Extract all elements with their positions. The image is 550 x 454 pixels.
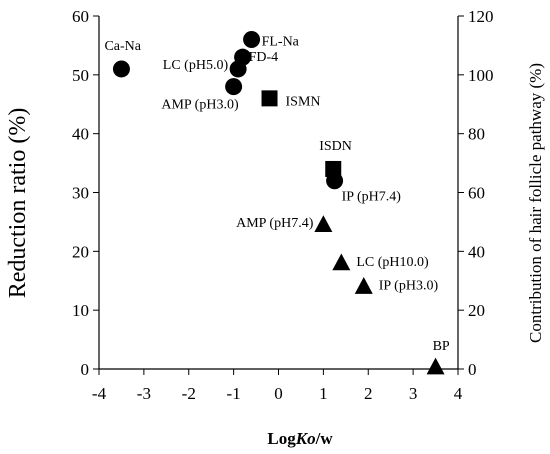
point-label: BP xyxy=(433,339,450,354)
point-label: IP (pH3.0) xyxy=(379,279,439,294)
secondary-y-tick-label: 20 xyxy=(468,301,485,320)
point-label: AMP (pH7.4) xyxy=(236,216,314,231)
x-tick-label: -2 xyxy=(182,384,196,403)
x-tick-label: 4 xyxy=(454,384,463,403)
x-axis-label-italic-part: Ko xyxy=(295,429,316,448)
secondary-y-tick-label: 40 xyxy=(468,242,485,261)
triangle-point xyxy=(354,277,373,294)
secondary-y-tick-label: 80 xyxy=(468,125,485,144)
point-label: Ca-Na xyxy=(104,39,141,54)
point-label: ISDN xyxy=(319,139,352,154)
y-tick-label: 20 xyxy=(72,242,89,261)
triangle-point xyxy=(314,215,333,233)
x-axis-label-part: Log xyxy=(267,429,296,448)
x-tick-label: -1 xyxy=(227,384,241,403)
circle-point xyxy=(229,60,247,78)
triangle-point xyxy=(332,253,351,271)
y-tick-label: 30 xyxy=(72,184,89,203)
x-tick-label: -4 xyxy=(92,384,107,403)
point-label: FD-4 xyxy=(249,50,279,65)
x-axis-label: LogKo/w xyxy=(267,429,333,448)
y-tick-label: 0 xyxy=(81,360,90,379)
square-point xyxy=(325,160,342,177)
point-label: LC (pH5.0) xyxy=(163,58,229,73)
circle-point xyxy=(225,78,243,96)
y-tick-label: 10 xyxy=(72,301,89,320)
x-tick-label: 3 xyxy=(409,384,418,403)
point-label: FL-Na xyxy=(262,35,300,50)
y-tick-label: 40 xyxy=(72,125,89,144)
circle-point xyxy=(112,60,130,78)
square-point xyxy=(261,90,278,107)
circle-point xyxy=(243,31,261,49)
x-tick-label: -3 xyxy=(137,384,151,403)
y-tick-label: 50 xyxy=(72,66,89,85)
triangle-point xyxy=(426,357,445,375)
secondary-y-tick-label: 120 xyxy=(468,7,494,26)
x-axis-label-part: /w xyxy=(315,429,334,448)
point-label: ISMN xyxy=(286,94,321,109)
point-label: IP (pH7.4) xyxy=(342,190,402,205)
ticks: 0 10 20 30 40 50 60 0 20 40 60 80 100 120 -4 -3 -2 -1 0 1 2 3… xyxy=(72,7,494,403)
y-axis-label: Reduction ratio (%) xyxy=(5,108,31,299)
secondary-y-tick-label: 0 xyxy=(468,360,477,379)
secondary-y-tick-label: 100 xyxy=(468,66,494,85)
point-label: AMP (pH3.0) xyxy=(161,98,239,113)
x-tick-label: 1 xyxy=(319,384,328,403)
data-points xyxy=(112,31,445,375)
point-label: LC (pH10.0) xyxy=(356,255,429,270)
secondary-y-tick-label: 60 xyxy=(468,184,485,203)
x-tick-label: 0 xyxy=(274,384,283,403)
x-tick-label: 2 xyxy=(364,384,373,403)
secondary-y-axis-label: Contribution of hair follicle pathway (%… xyxy=(526,63,545,343)
y-tick-label: 60 xyxy=(72,7,89,26)
axes xyxy=(98,16,459,370)
